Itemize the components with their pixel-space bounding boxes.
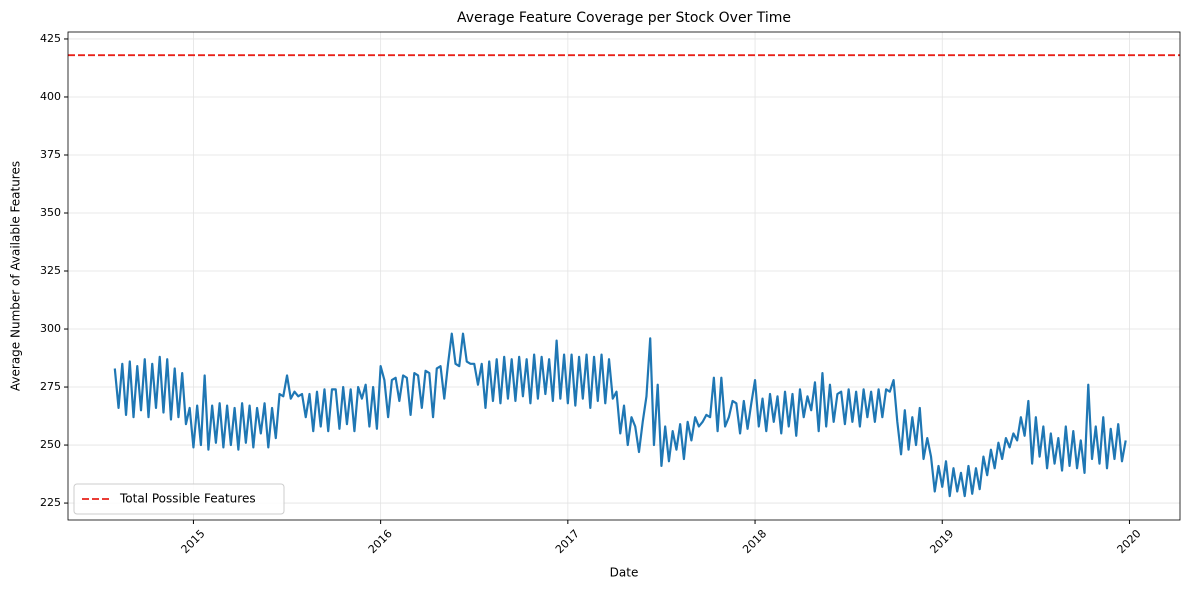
y-tick-label: 300	[40, 322, 61, 335]
legend-label: Total Possible Features	[119, 492, 256, 506]
plot-frame	[67, 31, 1181, 521]
y-tick-label: 250	[40, 438, 61, 451]
x-tick-label: 2016	[366, 527, 395, 556]
y-tick-label: 375	[40, 148, 61, 161]
legend-box	[73, 483, 285, 515]
x-tick-label: 2019	[927, 527, 956, 556]
chart-title: Average Feature Coverage per Stock Over …	[457, 10, 791, 26]
y-tick-label: 425	[40, 32, 61, 45]
y-tick-label: 275	[40, 380, 61, 393]
y-tick-label: 350	[40, 206, 61, 219]
x-tick-label: 2015	[179, 527, 208, 556]
y-tick-label: 325	[40, 264, 61, 277]
y-tick-label: 400	[40, 90, 61, 103]
x-tick-label: 2020	[1115, 527, 1144, 556]
y-tick-label: 225	[40, 496, 61, 509]
y-axis-label: Average Number of Available Features	[9, 161, 23, 391]
x-tick-label: 2018	[740, 527, 769, 556]
data-line	[113, 332, 1127, 498]
x-axis-label: Date	[610, 566, 639, 580]
x-tick-label: 2017	[553, 527, 582, 556]
